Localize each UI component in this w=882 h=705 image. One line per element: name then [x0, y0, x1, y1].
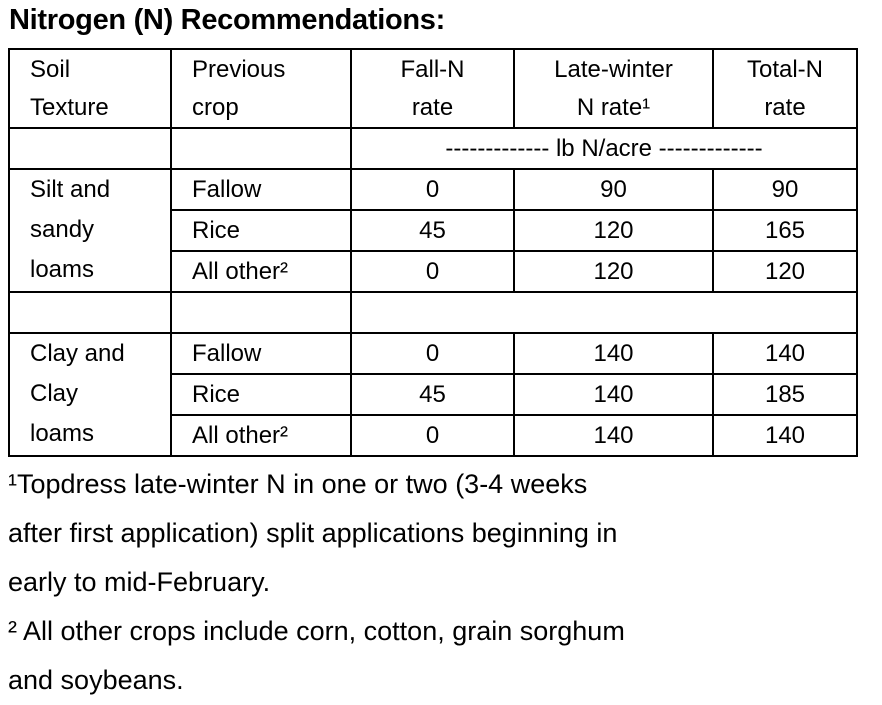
header-line: Fall-N — [400, 55, 465, 83]
data-row: All other² 0 120 120 — [9, 250, 858, 293]
rate-cell: 45 — [350, 373, 515, 416]
units-row: ------------- lb N/acre ------------- — [8, 127, 858, 170]
rate-cell: 140 — [712, 332, 858, 375]
header-line: N rate¹ — [576, 93, 651, 121]
previous-crop: Rice — [170, 209, 352, 252]
title: Nitrogen (N) Recommendations: — [9, 4, 445, 36]
header-cell: Total-N rate — [712, 48, 858, 129]
header-cell: Late-winter N rate¹ — [513, 48, 714, 129]
data-row: Silt and sandy loams Fallow 0 90 90 — [8, 168, 858, 293]
rate-cell: 0 — [350, 250, 515, 293]
previous-crop: All other² — [170, 414, 352, 457]
rate-cell: 90 — [712, 168, 858, 211]
rate-cell: 165 — [712, 209, 858, 252]
data-row: Clay and Clay loams Fallow 0 140 140 — [8, 332, 858, 457]
header-line: rate — [411, 93, 454, 121]
footnote-line: ¹Topdress late-winter N in one or two (3… — [8, 469, 588, 499]
data-row: Rice 45 140 185 — [9, 373, 858, 416]
recommendation-table: Soil Texture Previous crop Fall-N rate Late-wi… — [8, 48, 858, 457]
soil-texture-line: sandy — [30, 216, 95, 243]
rate-cell: 120 — [513, 250, 714, 293]
soil-texture-line: loams — [30, 256, 95, 283]
footnote-line: early to mid-February. — [8, 567, 271, 597]
footnote: ¹Topdress late-winter N in one or two (3… — [8, 460, 625, 607]
soil-texture-cell: Silt and sandy loams — [8, 168, 172, 293]
previous-crop: Fallow — [170, 332, 352, 375]
footnotes: ¹Topdress late-winter N in one or two (3… — [8, 460, 625, 705]
previous-crop: All other² — [170, 250, 352, 293]
rate-cell: 185 — [712, 373, 858, 416]
header-line: rate — [764, 93, 806, 121]
rate-cell: 45 — [350, 209, 515, 252]
footnote-line: after first application) split applicati… — [8, 518, 618, 548]
rate-cell: 0 — [350, 414, 515, 457]
empty-cell — [350, 291, 858, 334]
soil-texture-line: Clay — [30, 380, 79, 407]
header-row: Soil Texture Previous crop Fall-N rate Late-wi… — [8, 48, 858, 129]
spacer-row — [8, 291, 858, 334]
previous-crop: Rice — [170, 373, 352, 416]
header-line: Previous — [192, 55, 286, 83]
soil-texture-cell: Clay and Clay loams — [8, 332, 172, 457]
data-row: All other² 0 140 140 — [9, 414, 858, 457]
empty-cell — [170, 291, 352, 334]
rate-cell: 90 — [513, 168, 714, 211]
soil-texture-line: loams — [30, 420, 95, 447]
header-line: Total-N — [746, 55, 824, 83]
header-cell: Previous crop — [170, 48, 352, 129]
soil-texture-line: Silt and — [30, 176, 111, 203]
header-line: Soil — [30, 55, 71, 83]
header-cell: Fall-N rate — [350, 48, 515, 129]
rate-cell: 0 — [350, 168, 515, 211]
footnote-line: ² All other crops include corn, cotton, … — [8, 616, 625, 646]
header-line: Texture — [30, 93, 109, 121]
footnote: ² All other crops include corn, cotton, … — [8, 607, 625, 705]
soil-texture-line: Clay and — [30, 340, 125, 367]
rate-cell: 140 — [513, 414, 714, 457]
rate-cell: 0 — [350, 332, 515, 375]
rate-cell: 140 — [513, 332, 714, 375]
header-line: Late-winter — [554, 55, 673, 83]
rate-cell: 120 — [513, 209, 714, 252]
empty-cell — [170, 127, 352, 170]
units-cell: ------------- lb N/acre ------------- — [350, 127, 858, 170]
empty-cell — [8, 127, 172, 170]
header-cell: Soil Texture — [8, 48, 172, 129]
rate-cell: 120 — [712, 250, 858, 293]
rate-cell: 140 — [712, 414, 858, 457]
empty-cell — [8, 291, 172, 334]
previous-crop: Fallow — [170, 168, 352, 211]
rate-cell: 140 — [513, 373, 714, 416]
footnote-line: and soybeans. — [8, 665, 184, 695]
data-row: Rice 45 120 165 — [9, 209, 858, 252]
header-line: crop — [192, 93, 239, 121]
